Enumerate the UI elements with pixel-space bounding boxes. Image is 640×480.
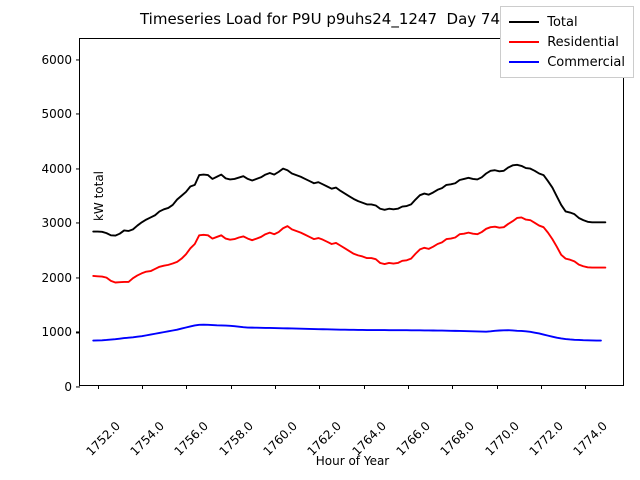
- legend-label: Residential: [547, 34, 619, 50]
- series-line-total: [92, 163, 607, 237]
- x-tick-mark: [496, 385, 498, 389]
- y-tick-mark: [76, 113, 80, 115]
- y-tick-mark: [76, 59, 80, 61]
- legend-line-swatch: [509, 61, 540, 63]
- y-tick-mark: [76, 277, 80, 279]
- x-tick-mark: [274, 385, 277, 389]
- x-tick-mark: [540, 385, 542, 389]
- x-tick-mark: [230, 385, 232, 389]
- series-line-commercial: [92, 323, 602, 342]
- x-tick-mark: [97, 385, 99, 389]
- legend-line-swatch: [509, 41, 540, 43]
- x-tick-label: 1756.0: [171, 418, 212, 459]
- plot-area: kW total Hour of Year 0 1000 2000 3000 4000 5…: [41, 38, 624, 468]
- x-tick-label: 1766.0: [393, 418, 433, 459]
- y-tick-label: 3000: [41, 216, 72, 231]
- chart-legend: Total Residential Commercial: [500, 6, 634, 78]
- x-tick-label: 1770.0: [481, 418, 522, 459]
- x-tick-label: 1760.0: [260, 418, 300, 459]
- x-tick-label: 1764.0: [348, 418, 389, 459]
- x-tick-mark: [319, 385, 321, 389]
- y-tick-label: 1000: [41, 325, 72, 340]
- y-tick-mark: [76, 168, 80, 170]
- x-tick-mark: [363, 385, 365, 389]
- y-axis-label: kW total: [92, 170, 106, 222]
- x-tick-mark: [142, 385, 144, 389]
- legend-item: Commercial: [509, 52, 625, 72]
- x-tick-label: 1772.0: [526, 418, 566, 459]
- y-tick-label: 4000: [41, 161, 72, 176]
- legend-item: Residential: [509, 32, 625, 52]
- legend-line-swatch: [509, 21, 540, 23]
- x-tick-mark: [407, 385, 409, 389]
- x-tick-label: 1768.0: [437, 418, 478, 459]
- x-tick-label: 1752.0: [83, 418, 123, 459]
- x-tick-label: 1774.0: [570, 418, 611, 459]
- y-tick-mark: [76, 386, 80, 388]
- y-tick-label: 2000: [41, 270, 72, 285]
- x-axis-label: Hour of Year: [315, 454, 390, 468]
- legend-label: Commercial: [547, 54, 625, 70]
- y-tick-mark: [76, 331, 80, 333]
- legend-label: Total: [547, 14, 578, 30]
- chart-title: Timeseries Load for P9U p9uhs24_1247 Day…: [139, 10, 501, 28]
- y-tick-mark: [76, 222, 80, 224]
- y-tick-label: 0: [64, 380, 72, 394]
- x-tick-label: 1762.0: [304, 418, 345, 459]
- x-tick-mark: [585, 385, 587, 389]
- x-tick-label: 1758.0: [216, 418, 256, 459]
- x-tick-mark: [452, 385, 454, 389]
- plot-lines: [92, 163, 607, 342]
- x-tick-label: 1754.0: [127, 418, 168, 459]
- y-tick-label: 6000: [41, 52, 72, 67]
- y-tick-label: 5000: [41, 107, 72, 122]
- x-tick-mark: [186, 385, 188, 389]
- series-line-residential: [92, 216, 607, 284]
- legend-item: Total: [509, 12, 625, 32]
